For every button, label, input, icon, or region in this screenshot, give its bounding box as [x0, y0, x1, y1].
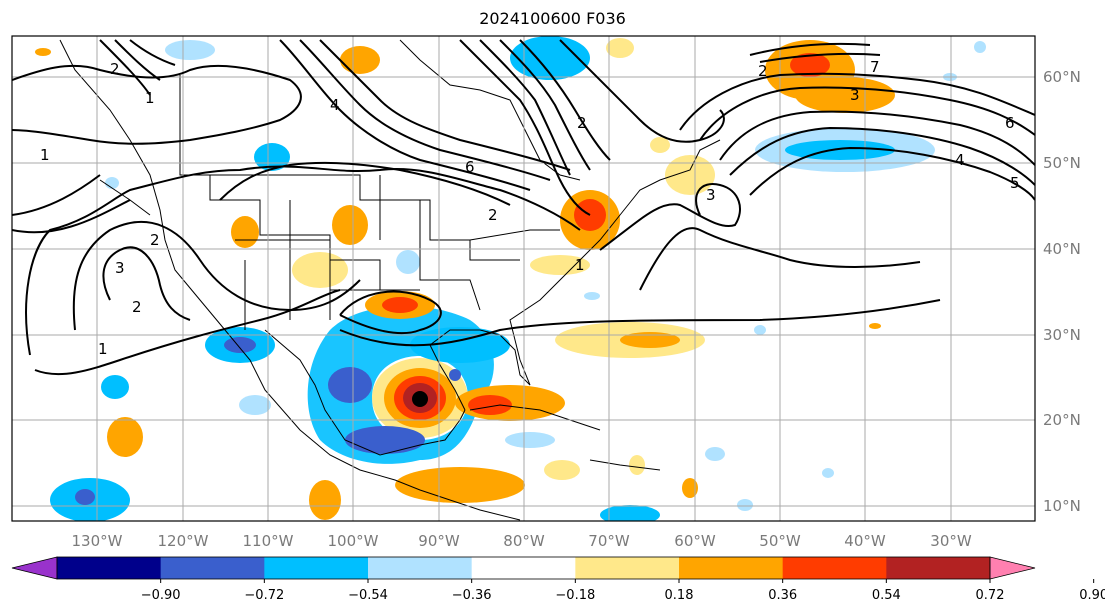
colorbar-segment — [57, 557, 162, 579]
colorbar-tick-label: 0.72 — [976, 588, 1005, 603]
lat-label: 10°N — [1043, 497, 1081, 515]
contour-label: 3 — [850, 86, 860, 104]
shaded-fields — [35, 36, 986, 521]
colorbar: −0.90 −0.72 −0.54 −0.36 −0.18 0.18 0.36 0.54 0.7… — [11, 556, 1105, 603]
latitude-labels: 10°N 20°N 30°N 40°N 50°N 60°N — [1043, 68, 1081, 515]
contour-lines — [12, 39, 1035, 376]
lat-label: 60°N — [1043, 68, 1081, 86]
lon-label: 100°W — [328, 532, 379, 550]
lat-label: 30°N — [1043, 326, 1081, 344]
colorbar-segment — [471, 557, 576, 579]
colorbar-extend-high — [989, 556, 1036, 580]
contour-label: 2 — [758, 62, 768, 80]
lon-label: 50°W — [759, 532, 801, 550]
colorbar-extend-low — [11, 556, 58, 580]
colorbar-tick-label: 0.54 — [872, 588, 901, 603]
contour-label: 2 — [110, 60, 120, 78]
lat-label: 20°N — [1043, 411, 1081, 429]
contour-label: 1 — [575, 256, 585, 274]
lon-label: 110°W — [243, 532, 294, 550]
contour-label: 1 — [145, 89, 155, 107]
lon-label: 30°W — [930, 532, 972, 550]
contour-label: 3 — [706, 186, 716, 204]
colorbar-segment — [782, 557, 887, 579]
contour-label: 1 — [98, 340, 108, 358]
colorbar-tick-label: −0.90 — [141, 588, 181, 603]
contour-label: 4 — [330, 96, 340, 114]
contour-label: 7 — [870, 58, 880, 76]
colorbar-segment — [575, 557, 680, 579]
lon-label: 120°W — [158, 532, 209, 550]
contour-label: 2 — [132, 298, 142, 316]
colorbar-tick-label: −0.18 — [555, 588, 595, 603]
contour-label: 6 — [465, 158, 475, 176]
map-border — [11, 35, 1036, 522]
contour-label-group: 2 1 2 3 2 1 4 6 2 1 2 3 2 7 6 5 4 3 1 — [40, 58, 1020, 358]
contour-label: 2 — [488, 206, 498, 224]
lon-label: 70°W — [588, 532, 630, 550]
lat-label: 50°N — [1043, 154, 1081, 172]
colorbar-tick-label: −0.36 — [452, 588, 492, 603]
colorbar-tick-label: −0.72 — [244, 588, 284, 603]
contour-label: 1 — [40, 146, 50, 164]
map-title: 2024100600 F036 — [479, 9, 626, 28]
longitude-labels: 130°W 120°W 110°W 100°W 90°W 80°W 70°W 6… — [72, 532, 972, 550]
colorbar-segment — [679, 557, 784, 579]
lon-label: 60°W — [674, 532, 716, 550]
contour-label: 5 — [1010, 174, 1020, 192]
colorbar-segment — [886, 557, 991, 579]
contour-label: 3 — [115, 259, 125, 277]
lat-label: 40°N — [1043, 240, 1081, 258]
contour-label: 6 — [1005, 114, 1015, 132]
contour-label: 4 — [955, 151, 965, 169]
colorbar-tick-label: 0.18 — [665, 588, 694, 603]
lon-label: 40°W — [844, 532, 886, 550]
graticule — [12, 36, 1035, 521]
colorbar-segment — [264, 557, 369, 579]
contour-label: 2 — [577, 114, 587, 132]
contour-label: 2 — [150, 231, 160, 249]
lon-label: 80°W — [503, 532, 545, 550]
colorbar-outline — [56, 556, 991, 580]
lon-label: 130°W — [72, 532, 123, 550]
colorbar-tick-label: 0.36 — [768, 588, 797, 603]
lon-label: 90°W — [418, 532, 460, 550]
colorbar-segment — [368, 557, 473, 579]
colorbar-segment — [160, 557, 265, 579]
colorbar-tick-label: −0.54 — [348, 588, 388, 603]
colorbar-tick-label: 0.90 — [1079, 588, 1105, 603]
